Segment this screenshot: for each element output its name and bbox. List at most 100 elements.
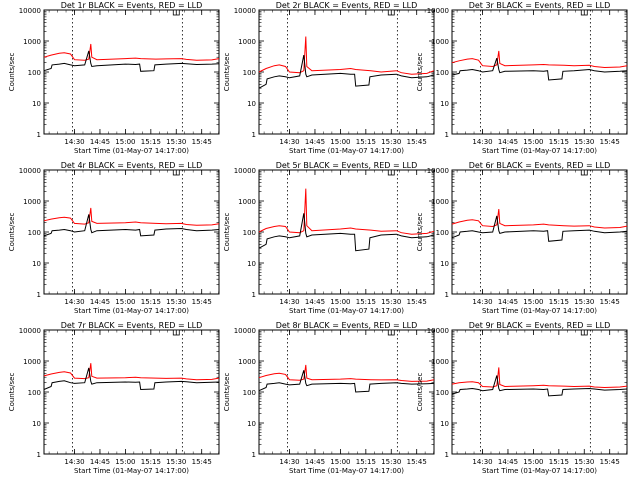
x-axis-label: Start Time (01-May-07 14:17:00) bbox=[289, 467, 404, 475]
x-tick-label: 15:15 bbox=[141, 458, 161, 466]
panel-1: Det 1r BLACK = Events, RED = LLD 1 10 100 10… bbox=[8, 1, 220, 155]
x-tick-label: 15:30 bbox=[166, 458, 186, 466]
y-axis-label: Counts/sec bbox=[416, 53, 424, 92]
y-tick-label: 1000 bbox=[431, 198, 449, 206]
y-tick-label: 100 bbox=[436, 389, 449, 397]
y-tick-label: 1 bbox=[37, 131, 41, 139]
y-tick-label: 1000 bbox=[238, 198, 256, 206]
y-tick-label: 100 bbox=[28, 229, 41, 237]
y-tick-label: 10000 bbox=[427, 327, 449, 335]
x-tick-label: 15:00 bbox=[523, 298, 543, 306]
x-tick-label: 15:45 bbox=[600, 458, 620, 466]
x-tick-label: 14:30 bbox=[472, 298, 492, 306]
x-tick-label: 15:45 bbox=[600, 138, 620, 146]
x-tick-label: 15:15 bbox=[549, 298, 569, 306]
y-axis-label: Counts/sec bbox=[8, 53, 16, 92]
series-line-events bbox=[43, 367, 220, 391]
x-tick-label: 15:30 bbox=[381, 138, 401, 146]
y-tick-label: 10 bbox=[440, 420, 449, 428]
x-tick-label: 14:30 bbox=[472, 458, 492, 466]
plot-frame bbox=[258, 169, 435, 295]
y-axis-label: Counts/sec bbox=[223, 213, 231, 252]
y-tick-label: 1000 bbox=[23, 358, 41, 366]
y-tick-label: 100 bbox=[243, 69, 256, 77]
series-line-events bbox=[258, 213, 435, 252]
series-line-events bbox=[258, 55, 435, 89]
x-tick-label: 14:30 bbox=[472, 138, 492, 146]
panel-title: Det 3r BLACK = Events, RED = LLD bbox=[469, 1, 611, 10]
x-tick-label: 14:45 bbox=[305, 458, 325, 466]
panel-6: Det 6r BLACK = Events, RED = LLD 1 10 100 10… bbox=[416, 161, 628, 315]
y-tick-label: 100 bbox=[243, 229, 256, 237]
series-line-events bbox=[258, 370, 435, 393]
y-axis-label: Counts/sec bbox=[416, 373, 424, 412]
x-tick-label: 15:15 bbox=[549, 138, 569, 146]
x-tick-label: 15:30 bbox=[166, 298, 186, 306]
panel-title: Det 9r BLACK = Events, RED = LLD bbox=[469, 321, 611, 330]
y-axis-label: Counts/sec bbox=[223, 373, 231, 412]
x-tick-label: 15:15 bbox=[356, 298, 376, 306]
y-tick-label: 10 bbox=[32, 100, 41, 108]
x-tick-label: 15:00 bbox=[523, 458, 543, 466]
x-tick-label: 15:45 bbox=[407, 138, 427, 146]
plot-frame bbox=[43, 169, 220, 295]
y-tick-label: 1 bbox=[445, 131, 449, 139]
x-tick-label: 15:15 bbox=[549, 458, 569, 466]
x-tick-label: 15:45 bbox=[192, 138, 212, 146]
x-tick-label: 15:45 bbox=[407, 458, 427, 466]
y-tick-label: 100 bbox=[436, 229, 449, 237]
x-tick-label: 15:45 bbox=[192, 458, 212, 466]
y-tick-label: 1 bbox=[252, 451, 256, 459]
x-tick-label: 14:45 bbox=[305, 138, 325, 146]
panel-title: Det 4r BLACK = Events, RED = LLD bbox=[61, 161, 203, 170]
x-tick-label: 15:45 bbox=[407, 298, 427, 306]
x-axis-label: Start Time (01-May-07 14:17:00) bbox=[74, 147, 189, 155]
y-tick-label: 1000 bbox=[238, 38, 256, 46]
panel-7: Det 7r BLACK = Events, RED = LLD 1 10 100 10… bbox=[8, 321, 220, 475]
y-tick-label: 100 bbox=[28, 389, 41, 397]
y-tick-label: 1000 bbox=[238, 358, 256, 366]
x-tick-label: 14:45 bbox=[498, 138, 518, 146]
series-line-lld bbox=[43, 207, 220, 226]
y-tick-label: 1 bbox=[37, 451, 41, 459]
y-tick-label: 1000 bbox=[431, 358, 449, 366]
x-tick-label: 14:30 bbox=[279, 298, 299, 306]
panel-2: Det 2r BLACK = Events, RED = LLD 1 10 100 10… bbox=[223, 1, 435, 155]
series-line-lld bbox=[451, 50, 628, 69]
plot-frame bbox=[43, 329, 220, 455]
y-tick-label: 10 bbox=[440, 260, 449, 268]
plot-frame bbox=[258, 9, 435, 135]
x-tick-label: 14:30 bbox=[279, 138, 299, 146]
series-line-lld bbox=[43, 43, 220, 61]
panel-5: Det 5r BLACK = Events, RED = LLD 1 10 100 10… bbox=[223, 161, 435, 315]
y-tick-label: 10 bbox=[247, 260, 256, 268]
series-line-lld bbox=[258, 188, 435, 235]
y-tick-label: 10000 bbox=[234, 327, 256, 335]
y-tick-label: 100 bbox=[243, 389, 256, 397]
x-tick-label: 14:30 bbox=[64, 458, 84, 466]
x-tick-label: 15:00 bbox=[330, 298, 350, 306]
x-tick-label: 15:00 bbox=[330, 458, 350, 466]
y-tick-label: 100 bbox=[28, 69, 41, 77]
y-tick-label: 1000 bbox=[23, 198, 41, 206]
x-tick-label: 14:45 bbox=[498, 458, 518, 466]
x-axis-label: Start Time (01-May-07 14:17:00) bbox=[482, 147, 597, 155]
y-tick-label: 10000 bbox=[19, 167, 41, 175]
x-tick-label: 15:30 bbox=[166, 138, 186, 146]
x-tick-label: 14:45 bbox=[90, 298, 110, 306]
x-axis-label: Start Time (01-May-07 14:17:00) bbox=[74, 307, 189, 315]
y-tick-label: 1000 bbox=[23, 38, 41, 46]
x-axis-label: Start Time (01-May-07 14:17:00) bbox=[482, 467, 597, 475]
y-tick-label: 1 bbox=[37, 291, 41, 299]
panel-title: Det 1r BLACK = Events, RED = LLD bbox=[61, 1, 203, 10]
x-tick-label: 15:00 bbox=[330, 138, 350, 146]
y-tick-label: 10 bbox=[247, 420, 256, 428]
x-tick-label: 15:15 bbox=[356, 458, 376, 466]
x-tick-label: 15:15 bbox=[356, 138, 376, 146]
x-axis-label: Start Time (01-May-07 14:17:00) bbox=[289, 147, 404, 155]
panel-title: Det 2r BLACK = Events, RED = LLD bbox=[276, 1, 418, 10]
series-line-lld bbox=[258, 364, 435, 382]
x-tick-label: 14:30 bbox=[279, 458, 299, 466]
panel-title: Det 8r BLACK = Events, RED = LLD bbox=[276, 321, 418, 330]
